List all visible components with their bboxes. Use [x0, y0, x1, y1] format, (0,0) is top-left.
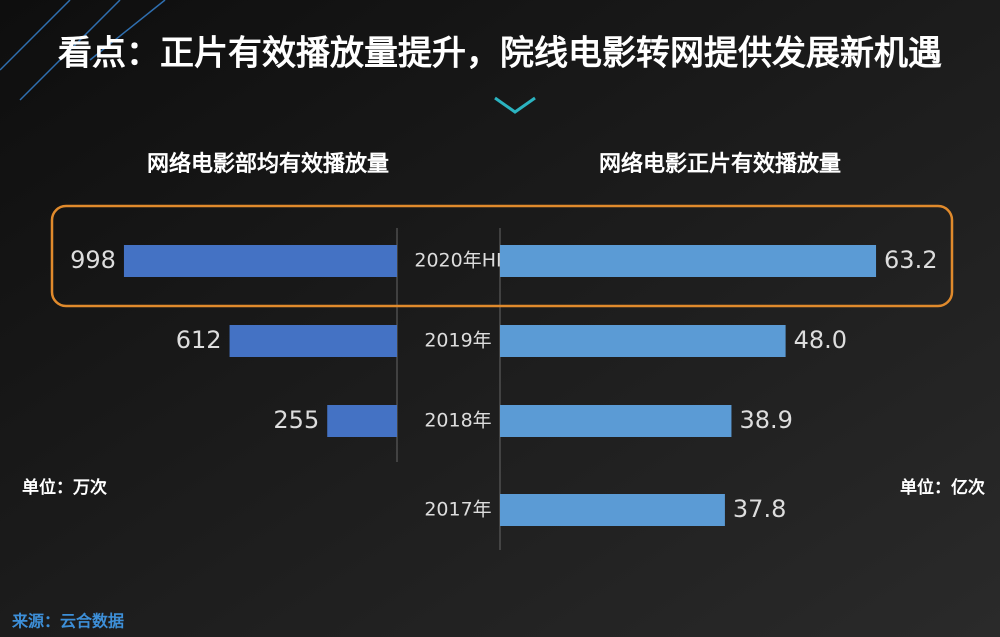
- value-label: 48.0: [794, 326, 847, 354]
- bar: [500, 405, 732, 437]
- decor-lines: [0, 0, 166, 101]
- bar: [500, 494, 725, 526]
- left-series-title: 网络电影部均有效播放量: [147, 151, 389, 177]
- bar: [229, 325, 397, 357]
- value-label: 37.8: [733, 495, 786, 523]
- source: 来源：云合数据: [11, 612, 124, 631]
- right-series-title: 网络电影正片有效播放量: [599, 151, 841, 177]
- bar: [500, 325, 786, 357]
- bar: [327, 405, 397, 437]
- bar: [500, 245, 877, 277]
- right-unit: 单位：亿次: [900, 477, 985, 498]
- bar: [123, 245, 397, 277]
- value-label: 612: [176, 326, 222, 354]
- chart-title: 看点：正片有效播放量提升，院线电影转网提供发展新机遇: [58, 34, 942, 74]
- category-label: 2019年: [424, 330, 491, 352]
- highlight-box: [50, 204, 954, 308]
- category-label: 2020年HI: [414, 250, 501, 272]
- left-unit: 单位：万次: [22, 477, 107, 498]
- value-label: 38.9: [739, 406, 792, 434]
- category-label: 2018年: [424, 410, 491, 432]
- value-label: 998: [70, 246, 116, 274]
- category-label: 2017年: [424, 499, 491, 521]
- chevron: [494, 96, 536, 114]
- value-label: 63.2: [884, 246, 937, 274]
- value-label: 255: [273, 406, 319, 434]
